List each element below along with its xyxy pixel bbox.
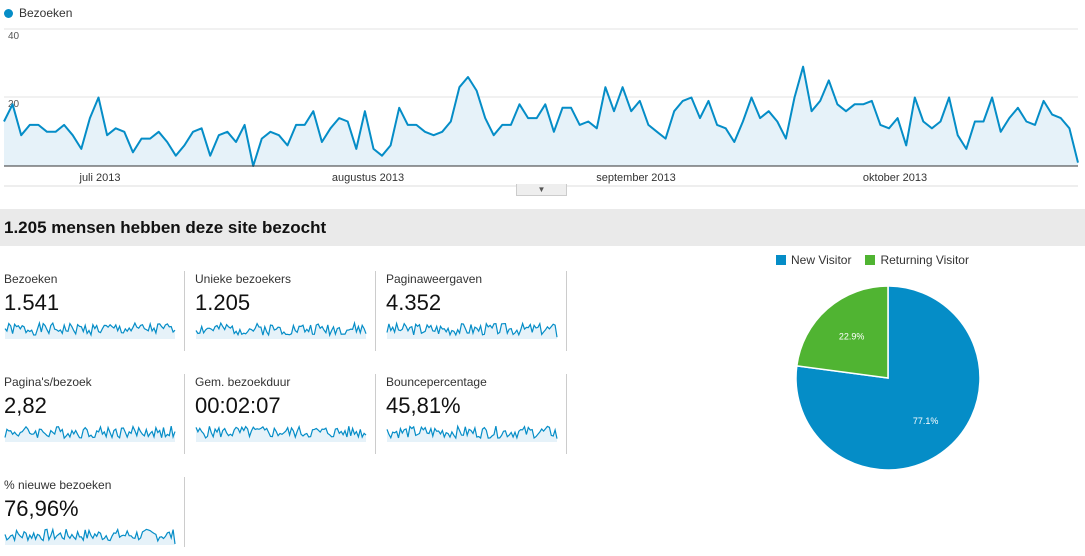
sparkline-line	[195, 424, 367, 440]
sparkline	[195, 320, 367, 339]
y-tick-20: 20	[8, 99, 20, 110]
sparkline	[4, 320, 176, 339]
pie-slice-returning-visitor[interactable]	[795, 285, 889, 379]
metric-paginas-per-bezoek[interactable]: Pagina's/bezoek 2,82	[4, 373, 184, 453]
legend-dot-icon	[4, 8, 13, 18]
metric-value: 45,81%	[386, 393, 461, 418]
main-chart-legend[interactable]: Bezoeken	[4, 6, 72, 20]
sparkline-area	[387, 426, 557, 442]
x-label-september: september 2013	[596, 172, 676, 184]
metric-value: 1.205	[195, 290, 251, 315]
y-tick-40: 40	[8, 31, 20, 42]
legend-label-new: New Visitor	[791, 253, 852, 267]
visits-line	[3, 65, 1079, 167]
summary-banner: 1.205 mensen hebben deze site bezocht	[0, 209, 1085, 246]
divider	[184, 477, 185, 547]
metric-value: 76,96%	[4, 496, 79, 521]
x-label-oktober: oktober 2013	[863, 172, 927, 184]
divider	[375, 374, 376, 454]
metric-bouncepercentage[interactable]: Bouncepercentage 45,81%	[386, 373, 566, 453]
metric-bezoeken[interactable]: Bezoeken 1.541	[4, 270, 184, 350]
sparkline-line	[4, 424, 176, 440]
metric-label: Bouncepercentage	[386, 375, 487, 389]
metric-label: % nieuwe bezoeken	[4, 478, 112, 492]
pie-label-new: 77.1%	[913, 416, 939, 426]
metric-label: Gem. bezoekduur	[195, 375, 291, 389]
x-label-augustus: augustus 2013	[332, 172, 404, 184]
legend-label: Bezoeken	[19, 6, 73, 20]
visitor-type-pie-chart[interactable]: 77.1% 22.9%	[790, 282, 986, 478]
metric-unieke-bezoekers[interactable]: Unieke bezoekers 1.205	[195, 270, 375, 350]
x-label-juli: juli 2013	[79, 172, 121, 184]
metric-gem-bezoekduur[interactable]: Gem. bezoekduur 00:02:07	[195, 373, 375, 453]
legend-item-new[interactable]: New Visitor	[776, 253, 851, 267]
metric-value: 1.541	[4, 290, 60, 315]
divider	[566, 271, 567, 351]
metric-label: Pagina's/bezoek	[4, 375, 92, 389]
legend-swatch-icon	[776, 255, 786, 265]
sparkline-line	[386, 424, 558, 440]
metric-value: 00:02:07	[195, 393, 281, 418]
chevron-down-icon: ▼	[537, 185, 546, 194]
metric-label: Bezoeken	[4, 272, 58, 286]
sparkline	[386, 424, 558, 442]
divider	[375, 271, 376, 351]
legend-swatch-icon	[865, 255, 876, 265]
sparkline-line	[195, 320, 367, 338]
divider	[184, 271, 185, 351]
legend-item-returning[interactable]: Returning Visitor	[865, 253, 969, 267]
sparkline	[4, 527, 176, 545]
sparkline	[195, 424, 367, 442]
sparkline-line	[4, 527, 176, 545]
legend-label-returning: Returning Visitor	[880, 253, 969, 267]
metric-label: Unieke bezoekers	[195, 272, 292, 286]
metric-value: 2,82	[4, 393, 47, 418]
pie-label-returning: 22.9%	[839, 332, 865, 342]
visits-area	[4, 66, 1078, 166]
metric-nieuwe-bezoeken[interactable]: % nieuwe bezoeken 76,96%	[4, 476, 184, 556]
sparkline-line	[386, 321, 558, 338]
metric-paginaweergaven[interactable]: Paginaweergaven 4.352	[386, 270, 566, 350]
visits-timeline-chart[interactable]: 40 20 juli 2013 augustus 2013 september …	[0, 0, 1085, 190]
metric-label: Paginaweergaven	[386, 272, 483, 286]
collapse-chart-button[interactable]: ▼	[516, 184, 567, 196]
sparkline-line	[4, 320, 176, 337]
summary-title: 1.205 mensen hebben deze site bezocht	[4, 218, 327, 237]
sparkline	[4, 424, 176, 442]
pie-legend: New Visitor Returning Visitor	[776, 253, 969, 267]
divider	[184, 374, 185, 454]
sparkline-area	[5, 323, 175, 339]
divider	[566, 374, 567, 454]
sparkline	[386, 321, 558, 339]
metric-value: 4.352	[386, 290, 442, 315]
